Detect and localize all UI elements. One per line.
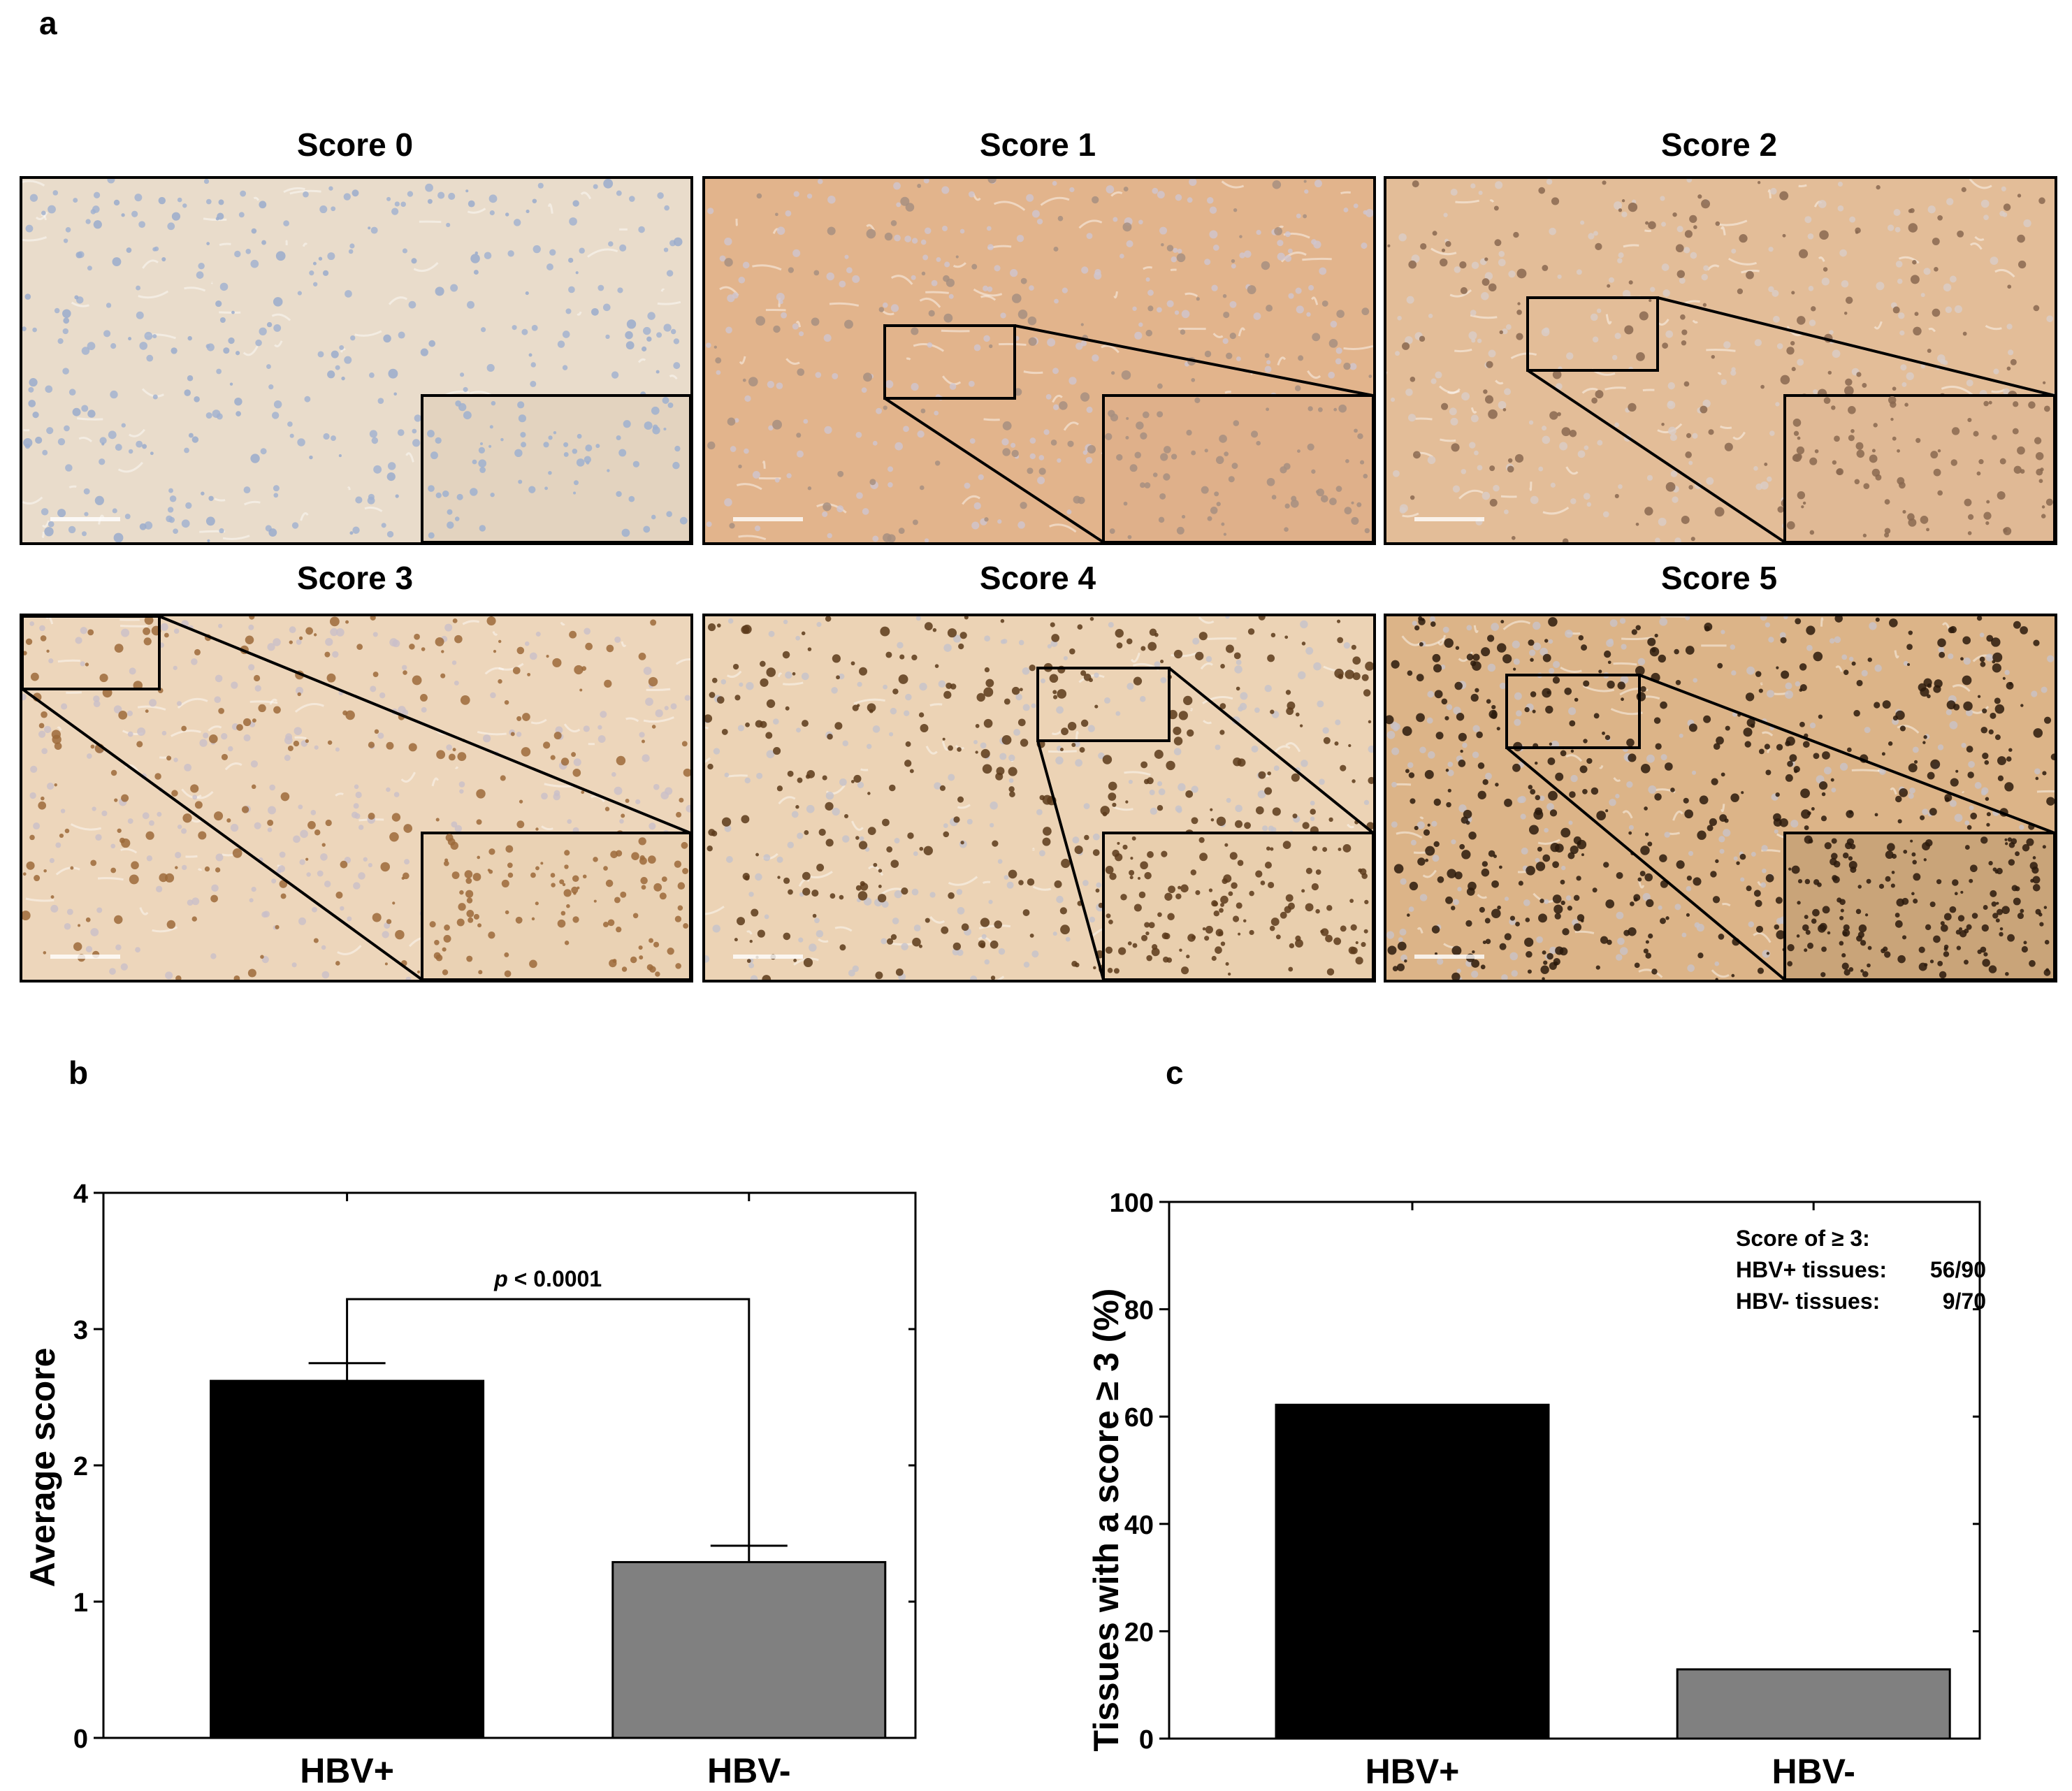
zoom-inset [1783,832,2055,980]
zoom-region-box [1526,296,1659,372]
y-tick-label: 4 [73,1180,88,1209]
p-value-text: < 0.0001 [508,1266,602,1291]
y-tick-label: 100 [1110,1189,1154,1218]
bar-hbv-neg [1676,1668,1951,1740]
plot-frame [1168,1201,1981,1740]
y-tick-label: 0 [73,1725,88,1754]
zoom-connector-line [1657,296,2055,397]
zoom-connector-line [1168,667,1373,834]
y-tick-label: 60 [1124,1403,1154,1433]
micrograph-title-score-2: Score 2 [1660,126,1778,163]
bar-hbv-neg [611,1560,887,1739]
scale-bar [733,955,803,959]
zoom-connector-line [1036,740,1105,980]
scale-bar [1414,517,1484,521]
micrograph-title-score-1: Score 1 [979,126,1096,163]
micrograph-title-score-3: Score 3 [296,560,414,596]
micrograph-score-5 [1384,614,2057,982]
y-tick-label: 1 [73,1588,88,1618]
scale-bar [50,955,120,959]
panel-label-a: a [39,5,57,41]
y-tick-label: 2 [73,1452,88,1481]
micrograph-title-score-5: Score 5 [1660,560,1778,596]
p-value-italic: p [493,1266,508,1291]
zoom-region-box [1505,674,1641,749]
p-value-annotation: p < 0.0001 [493,1266,602,1291]
panel-label-b: b [68,1054,89,1091]
zoom-region-box [883,324,1016,400]
percent-score-bar-chart: Tissues with a score ≥ 3 (%) Score of ≥ … [1087,1189,1986,1789]
y-tick-label: 20 [1124,1618,1154,1647]
average-score-bar-chart: Average score p < 0.0001 0 1 2 3 4 HBV+ HBV- [23,1180,917,1789]
scale-bar [733,517,803,521]
zoom-inset [1783,394,2055,542]
zoom-region-box [22,616,161,690]
micrograph-score-2 [1384,176,2057,545]
y-tick-label: 80 [1124,1296,1154,1326]
scale-bar [1414,955,1484,959]
zoom-connector-line [159,616,690,834]
scale-bar [50,517,120,521]
significance-bracket [346,1298,751,1546]
panel-label-c: c [1166,1054,1184,1091]
micrograph-title-score-0: Score 0 [296,126,414,163]
x-category-label: HBV+ [300,1751,394,1789]
zoom-region-box [1036,667,1171,742]
bar-hbv-pos [1275,1403,1550,1740]
y-axis-label: Tissues with a score ≥ 3 (%) [1087,1289,1126,1752]
zoom-connector-line [1014,324,1373,397]
micrograph-score-3 [20,614,693,982]
zoom-connector-line [883,397,1105,542]
y-axis-label: Average score [23,1348,62,1588]
micrograph-score-1 [702,176,1376,545]
legend-hbv-neg-label: HBV- tissues: [1736,1289,1880,1314]
y-tick-label: 3 [73,1316,88,1345]
zoom-inset [421,394,690,542]
zoom-connector-line [1526,369,1786,542]
x-category-label: HBV- [1772,1752,1855,1789]
legend-hbv-pos-value: 56/90 [1930,1257,1986,1282]
zoom-connector-line [22,688,423,980]
zoom-inset [421,832,690,980]
legend-heading: Score of ≥ 3: [1736,1226,1870,1251]
y-tick-label: 40 [1124,1511,1154,1540]
micrograph-score-4 [702,614,1376,982]
legend-hbv-pos-label: HBV+ tissues: [1736,1257,1887,1282]
zoom-connector-line [1639,674,2055,834]
y-tick-label: 0 [1139,1725,1154,1755]
bar-hbv-pos [210,1379,485,1739]
micrograph-score-0 [20,176,693,545]
x-category-label: HBV+ [1365,1752,1460,1789]
x-category-label: HBV- [707,1751,790,1789]
zoom-inset [1102,394,1373,542]
zoom-connector-line [1505,746,1786,980]
micrograph-title-score-4: Score 4 [979,560,1096,596]
